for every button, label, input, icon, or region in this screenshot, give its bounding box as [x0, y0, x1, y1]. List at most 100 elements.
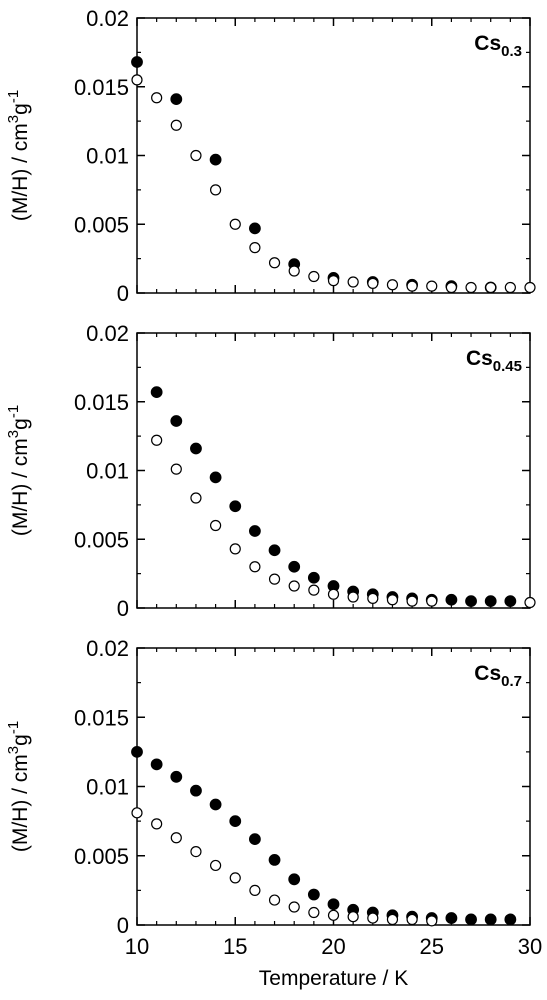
x-tick-label: 30: [518, 934, 542, 959]
data-point-filled: [445, 593, 458, 606]
data-point-filled: [248, 222, 261, 235]
data-point-filled: [131, 56, 143, 68]
data-point-open: [347, 911, 359, 923]
data-point-filled: [268, 854, 281, 866]
y-axis-title: (M/H) / cm3g-1: [5, 405, 32, 536]
plot-frame: [136, 332, 531, 609]
data-point-open: [367, 592, 379, 604]
data-point-open: [288, 901, 300, 913]
data-point-filled: [307, 888, 320, 901]
data-point-open: [190, 492, 202, 504]
y-tick-label: 0.02: [86, 636, 129, 661]
x-tick-label: 25: [420, 934, 444, 959]
data-point-open: [249, 242, 261, 254]
data-point-open: [406, 280, 418, 292]
data-point-filled: [307, 571, 320, 584]
data-point-open: [268, 894, 281, 906]
data-point-open: [426, 280, 438, 292]
data-point-open: [308, 270, 320, 283]
data-point-open: [268, 257, 281, 269]
data-point-open: [249, 884, 261, 896]
chart-panel-1: 0 0.005 0.01 0.015 0.02 (M/H) / cm3g-1 Cs0.3: [5, 6, 536, 306]
data-point-open: [504, 281, 516, 294]
data-point-open: [190, 845, 202, 858]
y-tick-label: 0.005: [74, 212, 129, 237]
data-point-open: [288, 265, 300, 277]
data-point-filled: [504, 913, 517, 926]
data-point-filled: [150, 386, 163, 399]
y-tick-label: 0.02: [86, 321, 129, 346]
x-tick-label: 15: [223, 934, 247, 959]
data-point-open: [406, 913, 418, 926]
data-point-open: [249, 561, 261, 573]
data-point-filled: [209, 798, 222, 811]
data-point-open: [308, 906, 320, 919]
data-point-open: [170, 119, 182, 131]
panel-label: Cs0.3: [474, 32, 522, 60]
data-point-open: [170, 463, 182, 475]
data-point-filled: [170, 770, 183, 783]
data-point-open: [131, 807, 143, 819]
data-point-filled: [268, 544, 281, 557]
data-point-open: [347, 276, 359, 288]
data-point-open: [131, 74, 143, 86]
data-point-filled: [445, 912, 458, 924]
data-point-open: [210, 519, 222, 532]
data-point-open: [229, 872, 241, 884]
data-point-open: [151, 92, 163, 104]
data-point-open: [386, 594, 399, 606]
data-point-open: [308, 584, 320, 596]
data-point-filled: [209, 153, 222, 166]
data-point-open: [327, 588, 340, 600]
data-point-filled: [504, 595, 517, 608]
data-point-open: [327, 275, 340, 287]
data-point-open: [367, 912, 379, 924]
data-point-filled: [288, 873, 301, 886]
y-axis-title: (M/H) / cm3g-1: [5, 721, 32, 852]
y-tick-label: 0.015: [74, 390, 129, 415]
data-point-open: [485, 281, 497, 294]
y-tick-label: 0: [117, 913, 129, 938]
data-point-open: [268, 573, 281, 585]
data-point-open: [524, 281, 536, 294]
data-point-open: [426, 915, 438, 927]
data-point-filled: [484, 595, 497, 608]
data-point-open: [386, 913, 399, 926]
chart-panel-2: 0 0.005 0.01 0.015 0.02 (M/H) / cm3g-1 Cs0.45: [5, 321, 536, 621]
x-axis-title: Temperature / K: [259, 967, 408, 990]
data-point-filled: [248, 525, 261, 537]
data-point-open: [190, 149, 202, 162]
data-point-open: [465, 281, 477, 294]
data-point-open: [386, 279, 399, 291]
y-tick-label: 0.01: [86, 144, 129, 169]
chart-panel-3: 0 0.005 0.01 0.015 0.02 10 15 20 25 30 (M/H) / cm3…: [5, 636, 542, 990]
data-point-open: [170, 832, 182, 844]
data-point-open: [229, 218, 241, 230]
data-point-open: [445, 281, 457, 294]
data-point-filled: [150, 758, 163, 771]
data-point-filled: [209, 471, 222, 484]
data-point-filled: [288, 560, 301, 573]
y-tick-label: 0.005: [74, 527, 129, 552]
data-point-filled: [465, 913, 477, 926]
data-point-filled: [248, 833, 261, 846]
data-point-filled: [170, 415, 183, 427]
y-tick-label: 0.01: [86, 775, 129, 800]
data-point-open: [327, 909, 340, 921]
data-point-open: [151, 434, 163, 446]
x-tick-label: 20: [321, 934, 345, 959]
data-point-open: [288, 580, 300, 592]
data-point-open: [367, 277, 379, 289]
data-point-open: [229, 543, 241, 555]
data-point-filled: [484, 913, 497, 926]
data-point-open: [524, 596, 536, 609]
data-point-open: [210, 184, 222, 196]
data-point-open: [210, 859, 222, 872]
y-tick-label: 0.015: [74, 75, 129, 100]
y-tick-label: 0.015: [74, 705, 129, 730]
data-point-open: [151, 818, 163, 830]
data-point-filled: [131, 745, 143, 758]
y-tick-label: 0.01: [86, 459, 129, 484]
data-point-filled: [465, 595, 477, 608]
